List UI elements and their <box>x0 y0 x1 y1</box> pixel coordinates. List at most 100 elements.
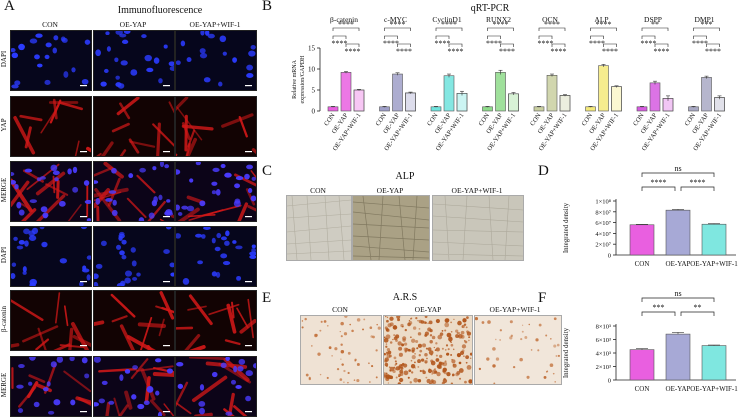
bar-fill-c-myc-2 <box>406 93 416 111</box>
ars-photo-con <box>300 315 382 385</box>
sig-label-low-c-myc: **** <box>396 47 412 56</box>
alp-density-ytick-label-1: 2×10⁷ <box>595 242 611 249</box>
bar-dmp1-1 <box>702 77 712 111</box>
panel-e-title: A.R.S <box>350 292 460 303</box>
micrograph-dapi-2-col2 <box>93 226 175 287</box>
bar-dmp1-0 <box>689 107 699 111</box>
ars-density-xlabel-0: CON <box>635 385 650 393</box>
ars-density-bar-2 <box>702 346 726 380</box>
alp-photo-oe-yap-wif1 <box>432 195 524 261</box>
qrtpcr-ytick-label-0: 0 <box>312 108 316 116</box>
panel-c-col-con: CON <box>286 186 350 195</box>
ars-density-ytick-label-4: 8×10³ <box>596 324 611 331</box>
sig-label-top-dspp: ** <box>651 20 659 29</box>
bar-cyclind1-0 <box>431 107 441 111</box>
sig-label-top-alp: **** <box>596 20 612 29</box>
micrograph-dapi-2-col3 <box>175 226 257 287</box>
bar-ocn-0 <box>534 107 544 111</box>
ars-density-ylabel: Integrated density <box>562 327 570 378</box>
micrograph-yap-col2 <box>93 96 175 157</box>
bar-dspp-0 <box>637 107 647 111</box>
alp-density-xlabel-0: CON <box>635 260 650 268</box>
sig-label-top--catenin: **** <box>338 20 354 29</box>
row-label-merge-1: MERGE <box>0 160 8 220</box>
bar-fill-cyclind1-2 <box>457 93 467 111</box>
panel-a-col-oe-yap-wif1: OE-YAP+WIF-1 <box>175 20 255 29</box>
panel-a-title: Immunofluorescence <box>60 5 260 16</box>
panel-c-col-oe-yap-wif1: OE-YAP+WIF-1 <box>432 186 522 195</box>
alp-density-xlabel-1: OE-YAP <box>666 260 691 268</box>
qrtpcr-ytick-label-10: 10 <box>308 66 316 74</box>
ars-photo-oe-yap <box>383 315 473 385</box>
alp-density-sig-label-0: **** <box>651 178 667 187</box>
micrograph-merge-2-col3 <box>175 356 257 417</box>
panel-e-col-oe-yap: OE-YAP <box>383 305 473 314</box>
ars-density-sig-label-2: ns <box>674 290 681 298</box>
micrograph-merge-2-col1 <box>10 356 92 417</box>
alp-density-bar-2 <box>702 224 726 255</box>
panel-e-label: E <box>262 290 271 307</box>
alp-density-ytick-label-0: 0 <box>608 253 611 260</box>
alp-density-sig-label-2: ns <box>674 165 681 173</box>
alp-density-sig-bracket-0 <box>642 187 675 191</box>
panel-c-label: C <box>262 163 272 180</box>
ars-density-ytick-label-0: 0 <box>608 378 611 385</box>
micrograph-beta-catenin-col2 <box>93 290 175 351</box>
sig-label-low-alp: **** <box>602 47 618 56</box>
panel-c-col-oe-yap: OE-YAP <box>352 186 428 195</box>
ars-density-xlabel-1: OE-YAP <box>666 385 691 393</box>
panel-c-title: ALP <box>350 171 460 182</box>
alp-density-bar-0 <box>630 225 654 255</box>
ars-density-bar-0 <box>630 350 654 380</box>
ars-density-ytick-label-2: 4×10³ <box>596 351 611 358</box>
alp-density-ytick-label-5: 1×10⁸ <box>595 199 611 206</box>
sig-label-low-dspp: **** <box>654 47 670 56</box>
bar-alp-0 <box>586 107 596 111</box>
micrograph-dapi-2-col1 <box>10 226 92 287</box>
panel-e-col-con: CON <box>300 305 380 314</box>
alp-density-bar-1 <box>666 210 690 255</box>
micrograph-merge-2-col2 <box>93 356 175 417</box>
bar-dspp-1 <box>650 83 660 111</box>
row-label-yap: YAP <box>0 95 8 155</box>
micrograph-dapi-1-col2 <box>93 30 175 91</box>
ars-density-xlabel-2: OE-YAP+WIF-1 <box>690 385 738 393</box>
bar-ocn-1 <box>547 75 557 111</box>
micrograph-dapi-1-col3 <box>175 30 257 91</box>
ars-density-sig-bracket-0 <box>642 312 675 316</box>
row-label-dapi-2: DAPI <box>0 225 8 285</box>
alp-density-xlabel-2: OE-YAP+WIF-1 <box>690 260 738 268</box>
sig-label-top-c-myc: **** <box>390 20 406 29</box>
micrograph-beta-catenin-col1 <box>10 290 92 351</box>
bar-fill-ocn-2 <box>560 95 570 111</box>
alp-density-ytick-label-2: 4×10⁷ <box>595 231 611 238</box>
sig-label-low-runx2: **** <box>499 47 515 56</box>
sig-label-top-ocn: **** <box>544 20 560 29</box>
alp-density-sig-label-1: **** <box>690 178 706 187</box>
micrograph-yap-col1 <box>10 96 92 157</box>
ars-density-sig-bracket-2 <box>642 298 714 302</box>
sig-label-top-cyclind1: **** <box>441 20 457 29</box>
qrtpcr-ylabel-2: expression/GAPDH <box>300 55 306 104</box>
micrograph-dapi-1-col1 <box>10 30 92 91</box>
sig-label-low--catenin: **** <box>345 47 361 56</box>
qrtpcr-ytick-label-5: 5 <box>312 87 316 95</box>
row-label-beta-catenin: β-catenin <box>0 289 8 349</box>
micrograph-merge-1-col3 <box>175 161 257 222</box>
alp-density-sig-bracket-1 <box>681 187 714 191</box>
bar-c-myc-0 <box>380 107 390 111</box>
micrograph-yap-col3 <box>175 96 257 157</box>
alp-photo-con <box>286 195 352 261</box>
micrograph-merge-1-col1 <box>10 161 92 222</box>
panel-a-col-con: CON <box>10 20 90 29</box>
bar-runx2-1 <box>496 72 506 111</box>
ars-density-sig-bracket-1 <box>681 312 714 316</box>
ars-density-ytick-label-3: 6×10³ <box>596 337 611 344</box>
micrograph-merge-1-col2 <box>93 161 175 222</box>
bar-alp-1 <box>599 66 609 111</box>
alp-density-ytick-label-4: 8×10⁷ <box>595 209 611 216</box>
qrtpcr-ylabel-1: Relative mRNA <box>292 59 298 98</box>
